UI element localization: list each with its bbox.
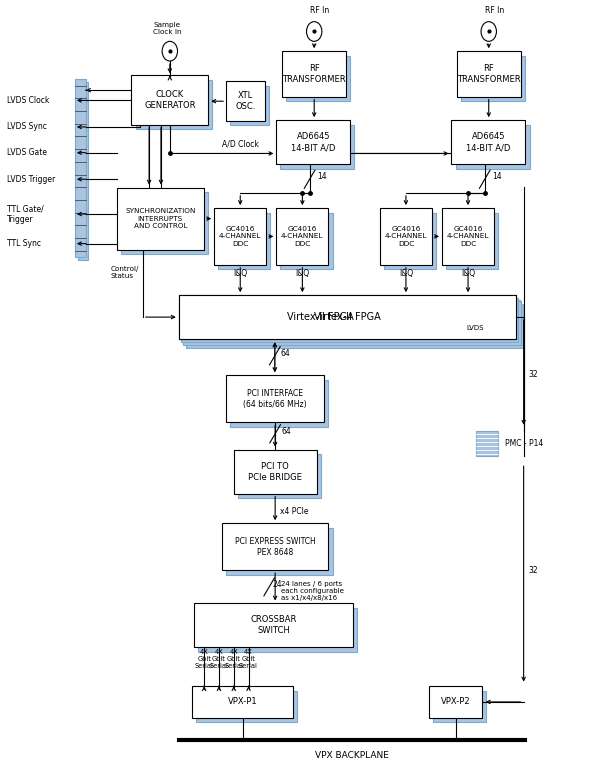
Text: RF In: RF In <box>485 6 504 15</box>
FancyBboxPatch shape <box>131 75 208 125</box>
FancyBboxPatch shape <box>181 298 518 342</box>
FancyBboxPatch shape <box>277 120 350 164</box>
FancyBboxPatch shape <box>442 208 494 265</box>
FancyBboxPatch shape <box>476 431 497 456</box>
FancyBboxPatch shape <box>193 686 293 718</box>
FancyBboxPatch shape <box>136 80 212 129</box>
FancyBboxPatch shape <box>186 305 523 348</box>
FancyBboxPatch shape <box>226 82 265 121</box>
FancyBboxPatch shape <box>433 691 487 722</box>
FancyBboxPatch shape <box>380 208 432 265</box>
Text: CLOCK
GENERATOR: CLOCK GENERATOR <box>144 90 196 110</box>
Text: PCI TO
PCIe BRIDGE: PCI TO PCIe BRIDGE <box>248 461 302 481</box>
Text: PCI INTERFACE
(64 bits/66 MHz): PCI INTERFACE (64 bits/66 MHz) <box>243 389 307 409</box>
Text: XTL
OSC.: XTL OSC. <box>235 92 256 112</box>
Text: PMC - P14: PMC - P14 <box>505 439 543 448</box>
FancyBboxPatch shape <box>183 300 520 344</box>
FancyBboxPatch shape <box>461 55 525 102</box>
FancyBboxPatch shape <box>429 686 482 718</box>
Text: VPX BACKPLANE: VPX BACKPLANE <box>315 751 389 761</box>
Text: VPX-P2: VPX-P2 <box>441 697 470 707</box>
FancyBboxPatch shape <box>280 212 332 269</box>
FancyBboxPatch shape <box>197 608 358 652</box>
FancyBboxPatch shape <box>451 120 526 164</box>
Text: Control/
Status: Control/ Status <box>110 266 139 279</box>
FancyBboxPatch shape <box>280 125 355 168</box>
Text: LVDS Clock: LVDS Clock <box>7 96 49 105</box>
Text: 4X
Gbit
Serial: 4X Gbit Serial <box>209 649 229 669</box>
Text: CROSSBAR
SWITCH: CROSSBAR SWITCH <box>250 615 296 635</box>
FancyBboxPatch shape <box>286 55 350 102</box>
Text: 24: 24 <box>272 580 282 589</box>
FancyBboxPatch shape <box>384 212 436 269</box>
Text: GC4016
4-CHANNEL
DDC: GC4016 4-CHANNEL DDC <box>385 226 427 247</box>
FancyBboxPatch shape <box>457 52 521 97</box>
Text: I&Q: I&Q <box>295 268 310 278</box>
Text: AD6645
14-BIT A/D: AD6645 14-BIT A/D <box>291 132 335 152</box>
Text: Sample
Clock In: Sample Clock In <box>152 22 181 35</box>
FancyBboxPatch shape <box>116 188 204 250</box>
FancyBboxPatch shape <box>196 691 297 722</box>
FancyBboxPatch shape <box>226 375 323 422</box>
Text: GC4016
4-CHANNEL
DDC: GC4016 4-CHANNEL DDC <box>219 226 262 247</box>
Text: 24 lanes / 6 ports
each configurable
as x1/x4/x8/x16: 24 lanes / 6 ports each configurable as … <box>281 581 344 601</box>
Text: 32: 32 <box>529 370 538 379</box>
Text: PCI EXPRESS SWITCH
PEX 8648: PCI EXPRESS SWITCH PEX 8648 <box>235 537 316 557</box>
Text: GC4016
4-CHANNEL
DDC: GC4016 4-CHANNEL DDC <box>281 226 323 247</box>
Text: 32: 32 <box>529 567 538 575</box>
Text: AD6645
14-BIT A/D: AD6645 14-BIT A/D <box>466 132 511 152</box>
Text: I&Q: I&Q <box>233 268 247 278</box>
FancyBboxPatch shape <box>234 450 317 494</box>
Text: I&Q: I&Q <box>399 268 413 278</box>
Text: VPX-P1: VPX-P1 <box>228 697 257 707</box>
FancyBboxPatch shape <box>121 192 208 255</box>
Text: Virtex-II FPGA: Virtex-II FPGA <box>314 312 381 322</box>
Text: SYNCHRONIZATION
INTERRUPTS
AND CONTROL: SYNCHRONIZATION INTERRUPTS AND CONTROL <box>125 208 196 229</box>
Text: I&Q: I&Q <box>461 268 475 278</box>
Text: RF
TRANSFORMER: RF TRANSFORMER <box>457 64 521 84</box>
FancyBboxPatch shape <box>282 52 346 97</box>
Text: LVDS Trigger: LVDS Trigger <box>7 175 55 184</box>
Text: 64: 64 <box>281 349 290 358</box>
Text: 64: 64 <box>281 427 291 436</box>
FancyBboxPatch shape <box>277 208 328 265</box>
Text: x4 PCIe: x4 PCIe <box>280 508 308 516</box>
FancyBboxPatch shape <box>214 208 266 265</box>
FancyBboxPatch shape <box>179 295 516 339</box>
FancyBboxPatch shape <box>77 82 88 260</box>
Text: 14: 14 <box>317 172 327 181</box>
Text: Virtex-II FPGA: Virtex-II FPGA <box>287 312 354 322</box>
Text: LVDS Gate: LVDS Gate <box>7 148 47 157</box>
Text: 4X
Gbit
Serial: 4X Gbit Serial <box>195 649 214 669</box>
Text: LVDS Sync: LVDS Sync <box>7 122 47 131</box>
FancyBboxPatch shape <box>218 212 271 269</box>
FancyBboxPatch shape <box>230 86 269 125</box>
Text: TTL Gate/
Trigger: TTL Gate/ Trigger <box>7 205 44 224</box>
Text: 14: 14 <box>493 172 502 181</box>
Text: RF In: RF In <box>310 6 330 15</box>
FancyBboxPatch shape <box>184 301 521 345</box>
Text: 4X
Gbit
Serial: 4X Gbit Serial <box>239 649 258 669</box>
Text: A/D Clock: A/D Clock <box>222 139 259 148</box>
FancyBboxPatch shape <box>226 528 332 574</box>
FancyBboxPatch shape <box>238 454 321 498</box>
FancyBboxPatch shape <box>230 380 328 427</box>
FancyBboxPatch shape <box>194 604 353 647</box>
FancyBboxPatch shape <box>446 212 498 269</box>
FancyBboxPatch shape <box>179 295 516 339</box>
Text: LVDS: LVDS <box>467 325 484 331</box>
FancyBboxPatch shape <box>75 79 86 258</box>
FancyBboxPatch shape <box>455 125 530 168</box>
Text: 4X
Gbit
Serial: 4X Gbit Serial <box>224 649 243 669</box>
Text: RF
TRANSFORMER: RF TRANSFORMER <box>283 64 346 84</box>
FancyBboxPatch shape <box>222 523 328 570</box>
Text: TTL Sync: TTL Sync <box>7 239 41 248</box>
Text: GC4016
4-CHANNEL
DDC: GC4016 4-CHANNEL DDC <box>447 226 489 247</box>
